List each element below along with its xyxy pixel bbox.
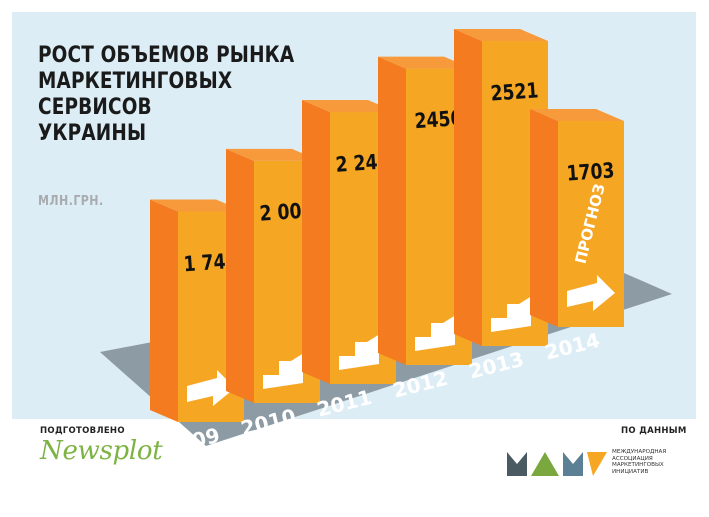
chart-title: РОСТ ОБЪЕМОВ РЫНКА МАРКЕТИНГОВЫХ СЕРВИСО…	[38, 42, 294, 146]
bar-side-2010	[226, 148, 254, 403]
title-line-2: МАРКЕТИНГОВЫХ	[38, 68, 233, 94]
year-label-2009: 2009	[162, 423, 222, 460]
bar-top-2013	[454, 29, 548, 41]
newsplot-logo: Newsplot	[40, 436, 163, 466]
bar-side-2012	[378, 56, 406, 365]
title-line-1: РОСТ ОБЪЕМОВ РЫНКА	[38, 42, 295, 68]
bar-side-2014	[530, 108, 558, 328]
bar-top-2010	[226, 148, 320, 161]
arrow-down-icon-2009	[187, 370, 235, 406]
title-line-3: СЕРВИСОВ	[38, 94, 152, 120]
bar-side-2011	[302, 100, 330, 384]
value-label-2014: 1703	[566, 158, 616, 186]
bar-top-2014	[530, 108, 624, 121]
prepared-by-label: ПОДГОТОВЛЕНО	[40, 426, 125, 436]
bar-side-2013	[454, 29, 482, 346]
bar-side-2009	[150, 199, 178, 422]
arrow-down-icon-2014	[567, 275, 615, 311]
title-line-4: УКРАИНЫ	[38, 120, 147, 146]
source-org-name: МЕЖДУНАРОДНАЯ АССОЦИАЦИЯ МАРКЕТИНГОВЫХ И…	[612, 449, 667, 475]
bar-top-2009	[150, 199, 244, 212]
mami-logo-icon	[507, 452, 607, 476]
source-label: ПО ДАННЫМ	[621, 426, 687, 436]
bar-top-2011	[302, 100, 396, 113]
value-label-2013: 2521	[490, 78, 540, 106]
unit-label: МЛН.ГРН.	[38, 194, 104, 209]
bar-top-2012	[378, 56, 472, 69]
